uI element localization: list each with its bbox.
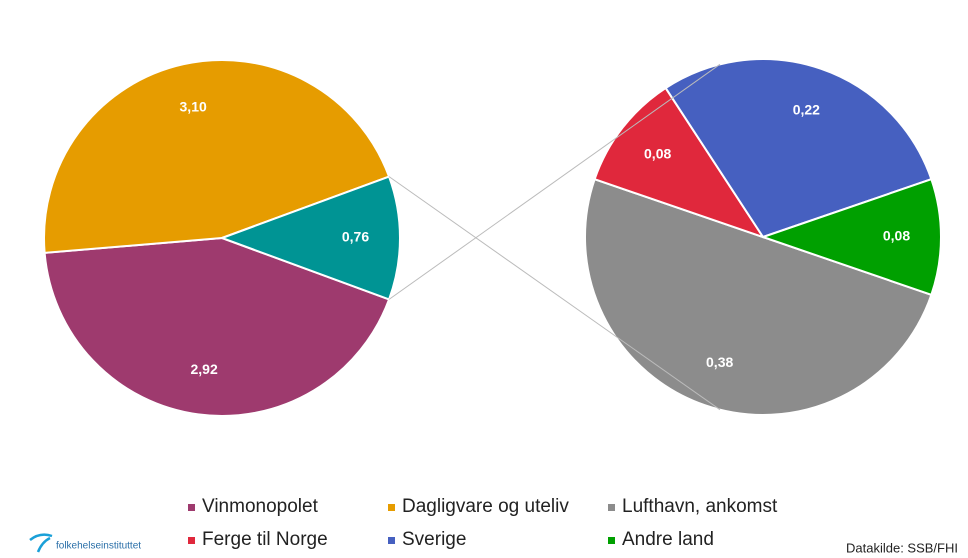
legend-swatch bbox=[608, 504, 615, 511]
legend-label: Sverige bbox=[402, 529, 466, 550]
value-label: 0,08 bbox=[644, 146, 671, 162]
pie-slice bbox=[593, 86, 766, 239]
legend-label: Andre land bbox=[622, 529, 714, 550]
logo-icon bbox=[29, 533, 53, 553]
value-label: 0,38 bbox=[706, 354, 733, 370]
legend-swatch bbox=[388, 537, 395, 544]
pie-slice bbox=[759, 177, 942, 297]
legend-swatch bbox=[188, 537, 195, 544]
legend-label: Ferge til Norge bbox=[202, 529, 328, 550]
pie-slice bbox=[219, 175, 401, 301]
connector bbox=[388, 63, 721, 300]
legend-label: Lufthavn, ankomst bbox=[622, 496, 778, 517]
value-label: 0,76 bbox=[342, 229, 369, 245]
pie-slice bbox=[664, 58, 933, 239]
source: Datakilde: SSB/FHI bbox=[846, 540, 958, 555]
value-label: 2,92 bbox=[190, 361, 217, 377]
value-label: 3,10 bbox=[180, 98, 207, 114]
logo-text: folkehelseinstituttet bbox=[56, 541, 141, 552]
pie-slice bbox=[584, 177, 933, 416]
legend-swatch bbox=[188, 504, 195, 511]
legend-label: Vinmonopolet bbox=[202, 496, 319, 517]
logo: folkehelseinstituttet bbox=[29, 533, 141, 553]
pie-slice bbox=[43, 59, 391, 254]
pie-slice bbox=[43, 236, 391, 417]
legend-swatch bbox=[388, 504, 395, 511]
legend-label: Dagligvare og uteliv bbox=[402, 496, 569, 517]
value-label: 0,08 bbox=[883, 228, 910, 244]
value-label: 0,22 bbox=[793, 101, 820, 117]
legend-swatch bbox=[608, 537, 615, 544]
connector bbox=[388, 176, 721, 411]
